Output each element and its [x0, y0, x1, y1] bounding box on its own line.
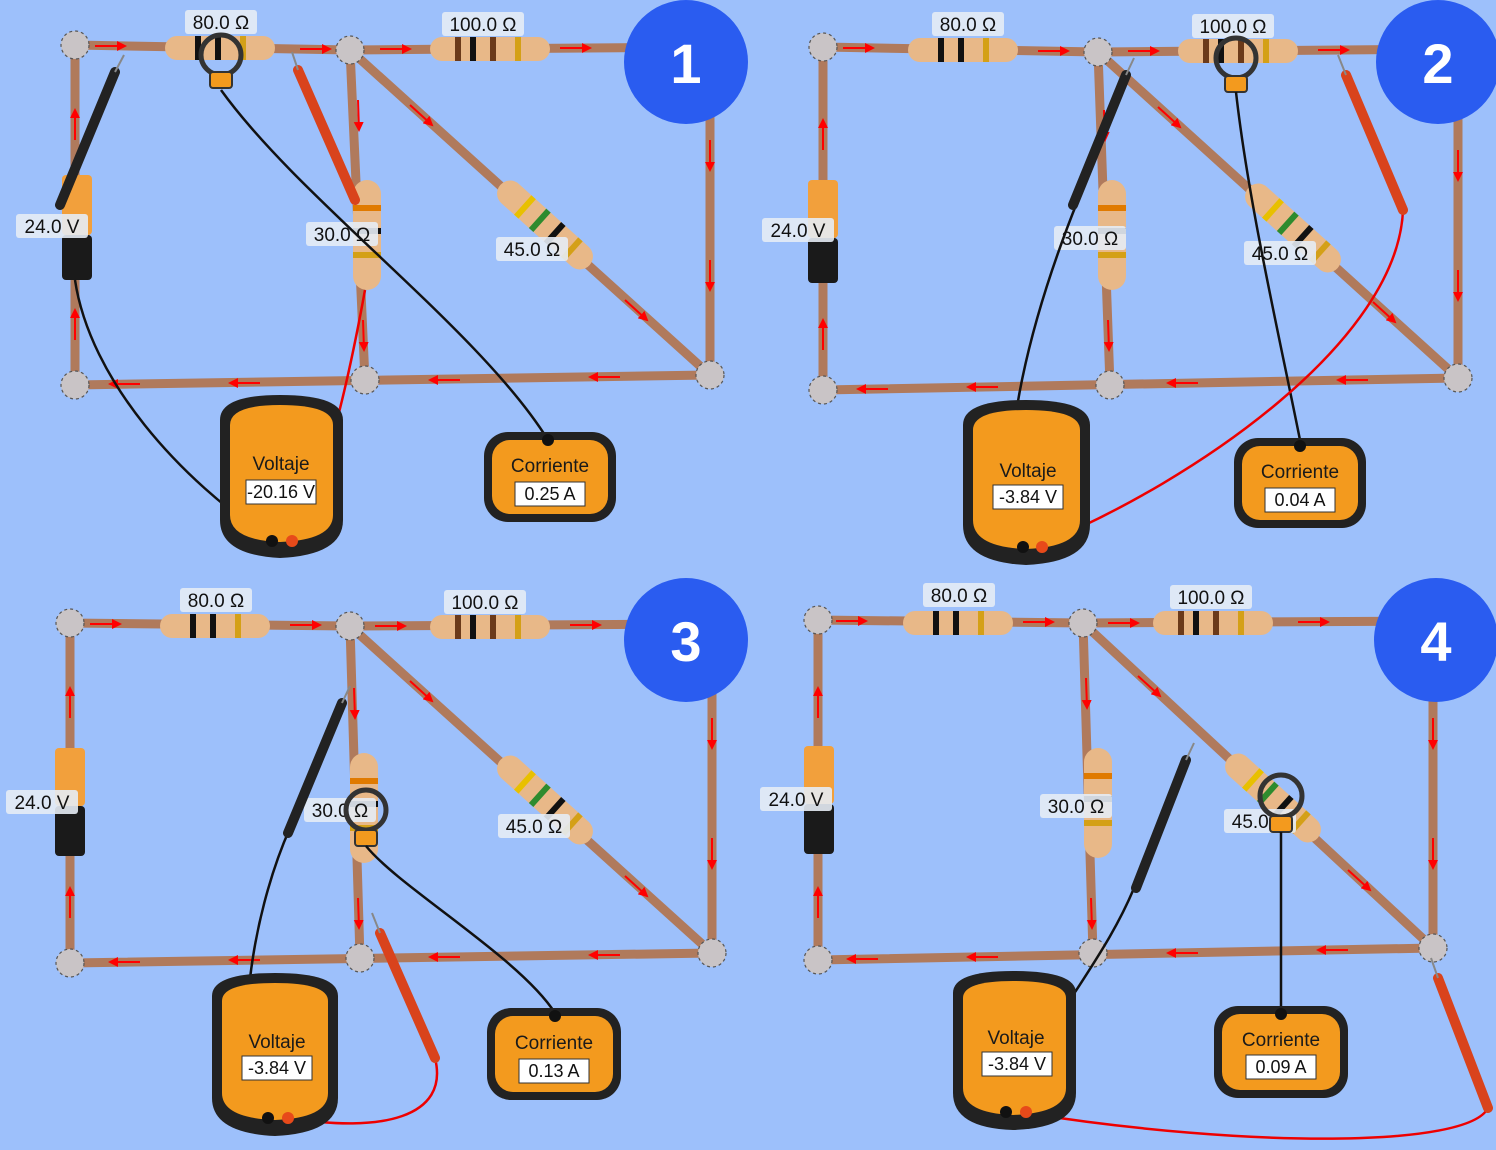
label-r100: 100.0 Ω — [1199, 17, 1266, 38]
voltmeter-title: Voltaje — [248, 1032, 305, 1053]
label-battery: 24.0 V — [15, 793, 70, 814]
label-battery: 24.0 V — [769, 790, 824, 811]
resistor-100[interactable] — [430, 37, 550, 61]
label-r45: 45.0 Ω — [504, 240, 560, 261]
current-arrows — [70, 41, 715, 389]
label-r100: 100.0 Ω — [449, 15, 516, 36]
black-probe[interactable] — [283, 685, 351, 838]
voltmeter[interactable]: Voltaje -3.84 V — [953, 971, 1076, 1130]
ammeter[interactable]: Corriente 0.09 A — [1214, 1006, 1348, 1098]
voltmeter-reading: -20.16 V — [247, 482, 315, 502]
label-r80: 80.0 Ω — [193, 13, 249, 34]
wires — [65, 618, 717, 968]
black-probe[interactable] — [1068, 57, 1135, 210]
wires — [818, 42, 1463, 395]
label-battery: 24.0 V — [25, 217, 80, 238]
current-arrows — [65, 619, 717, 967]
svg-text:1: 1 — [670, 32, 701, 95]
label-r80: 80.0 Ω — [940, 15, 996, 36]
ammeter[interactable]: Corriente 0.13 A — [487, 1008, 621, 1100]
voltmeter-reading: -3.84 V — [248, 1058, 306, 1078]
component-labels: 80.0 Ω 100.0 Ω 30.0 Ω 45.0 Ω 24.0 V — [6, 588, 570, 838]
ammeter[interactable]: Corriente 0.04 A — [1234, 438, 1366, 528]
panel-2: 80.0 Ω 100.0 Ω 30.0 Ω 45.0 Ω 24.0 V 2 Vo… — [762, 0, 1496, 565]
ammeter-reading: 0.25 A — [524, 484, 575, 504]
ammeter-lead — [219, 89, 550, 441]
red-probe[interactable] — [291, 51, 360, 205]
ammeter-reading: 0.09 A — [1255, 1057, 1306, 1077]
wires — [70, 40, 715, 390]
panel-badge: 3 — [624, 578, 748, 702]
red-probe[interactable] — [1337, 54, 1408, 215]
ammeter-clamp[interactable] — [198, 32, 244, 89]
label-r100: 100.0 Ω — [1177, 588, 1244, 609]
current-arrows — [818, 43, 1463, 394]
voltmeter-title: Voltaje — [252, 454, 309, 475]
ammeter-reading: 0.04 A — [1274, 490, 1325, 510]
resistor-80[interactable] — [160, 614, 270, 638]
ammeter-title: Corriente — [1261, 462, 1339, 483]
black-probe[interactable] — [1131, 742, 1195, 893]
label-battery: 24.0 V — [771, 221, 826, 242]
label-r45: 45.0 Ω — [1252, 244, 1308, 265]
ammeter-lead — [365, 845, 557, 1014]
voltmeter-reading: -3.84 V — [999, 487, 1057, 507]
label-r100: 100.0 Ω — [451, 593, 518, 614]
ammeter-title: Corriente — [1242, 1030, 1320, 1051]
component-labels: 80.0 Ω 100.0 Ω 30.0 Ω 45.0 Ω 24.0 V — [762, 12, 1316, 265]
voltmeter[interactable]: Voltaje -20.16 V — [220, 395, 343, 558]
resistor-100[interactable] — [1153, 611, 1273, 635]
ammeter-title: Corriente — [515, 1033, 593, 1054]
voltmeter-title: Voltaje — [999, 461, 1056, 482]
svg-text:4: 4 — [1420, 610, 1451, 673]
red-probe[interactable] — [1430, 957, 1493, 1113]
resistor-80[interactable] — [908, 38, 1018, 62]
panel-4: 80.0 Ω 100.0 Ω 30.0 Ω 45.0 Ω 24.0 V 4 Vo… — [760, 578, 1496, 1140]
voltmeter-reading: -3.84 V — [988, 1054, 1046, 1074]
panel-3: 80.0 Ω 100.0 Ω 30.0 Ω 45.0 Ω 24.0 V 3 Vo… — [6, 578, 748, 1136]
red-lead — [1039, 209, 1405, 547]
panel-badge: 4 — [1374, 578, 1496, 702]
red-probe[interactable] — [371, 912, 440, 1063]
red-lead — [1025, 1107, 1490, 1140]
voltmeter-title: Voltaje — [987, 1028, 1044, 1049]
resistor-80[interactable] — [903, 611, 1013, 635]
ammeter-lead — [1234, 91, 1302, 441]
panel-badge: 1 — [624, 0, 748, 124]
label-r30: 30.0 Ω — [1062, 229, 1118, 250]
ammeter-reading: 0.13 A — [528, 1061, 579, 1081]
panel-1: 80.0 Ω 100.0 Ω 30.0 Ω 45.0 Ω 24.0 V — [16, 0, 748, 558]
ammeter-clamp[interactable] — [343, 787, 389, 847]
svg-text:2: 2 — [1422, 32, 1453, 95]
panel-badge: 2 — [1376, 0, 1496, 124]
label-r30: 30.0 Ω — [312, 801, 368, 822]
ammeter-clamp[interactable] — [1257, 772, 1305, 833]
black-probe[interactable] — [55, 54, 125, 210]
label-r45: 45.0 Ω — [506, 817, 562, 838]
label-r80: 80.0 Ω — [931, 586, 987, 607]
ammeter[interactable]: Corriente 0.25 A — [484, 432, 616, 522]
current-arrows — [813, 616, 1438, 964]
svg-text:3: 3 — [670, 610, 701, 673]
voltmeter[interactable]: Voltaje -3.84 V — [963, 400, 1090, 565]
ammeter-title: Corriente — [511, 456, 589, 477]
resistor-100[interactable] — [1178, 39, 1298, 63]
resistor-80[interactable] — [165, 36, 275, 60]
component-labels: 80.0 Ω 100.0 Ω 30.0 Ω 45.0 Ω 24.0 V — [16, 10, 568, 261]
label-r30: 30.0 Ω — [1048, 797, 1104, 818]
label-r80: 80.0 Ω — [188, 591, 244, 612]
resistor-100[interactable] — [430, 615, 550, 639]
voltmeter[interactable]: Voltaje -3.84 V — [212, 973, 338, 1136]
label-r30: 30.0 Ω — [314, 225, 370, 246]
